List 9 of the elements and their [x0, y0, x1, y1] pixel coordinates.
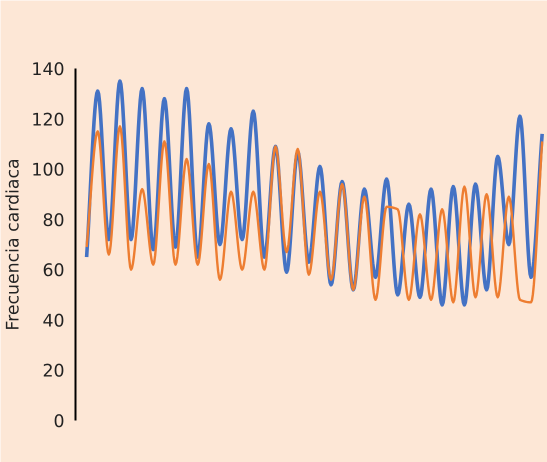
y-tick-label: 140 — [31, 60, 65, 80]
y-tick-label: 20 — [42, 362, 65, 382]
y-tick-label: 60 — [42, 261, 65, 282]
y-tick-label: 100 — [31, 160, 65, 181]
y-axis-title: Frecuencia cardiaca — [3, 158, 24, 331]
y-tick-label: 120 — [31, 110, 65, 130]
y-tick-label: 80 — [42, 210, 65, 231]
y-tick-label: 40 — [42, 311, 65, 332]
y-tick-label: 0 — [53, 412, 65, 432]
